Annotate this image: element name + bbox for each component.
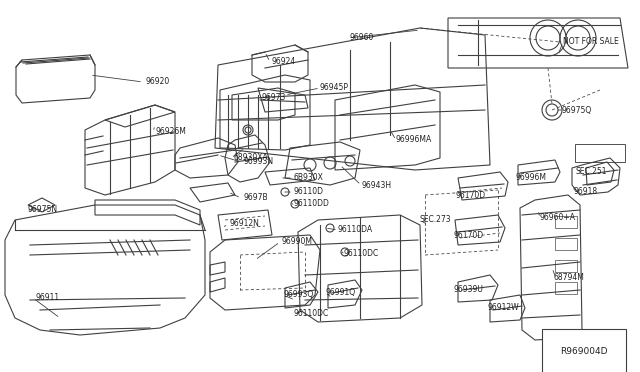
Text: 96993Q: 96993Q: [283, 291, 313, 299]
Text: 96911: 96911: [35, 294, 59, 302]
Text: SEC.251: SEC.251: [575, 167, 607, 176]
Text: 9697B: 9697B: [243, 193, 268, 202]
Text: 96110D: 96110D: [293, 187, 323, 196]
Text: SEC.273: SEC.273: [420, 215, 452, 224]
Text: NOT FOR SALE: NOT FOR SALE: [563, 38, 619, 46]
Text: 96939U: 96939U: [454, 285, 484, 295]
Bar: [555, 238, 577, 250]
Text: 96991Q: 96991Q: [326, 289, 356, 298]
Text: 6B930X: 6B930X: [293, 173, 323, 183]
Text: 68930XA: 68930XA: [233, 154, 268, 163]
Text: 96924: 96924: [271, 58, 295, 67]
Bar: [555, 260, 577, 272]
Text: 96920: 96920: [145, 77, 169, 87]
Bar: [555, 282, 577, 294]
Text: 96960+A: 96960+A: [540, 214, 576, 222]
Text: 96912N: 96912N: [229, 219, 259, 228]
Text: 96926M: 96926M: [155, 128, 186, 137]
Text: 68794M: 68794M: [554, 273, 585, 282]
Text: 96945P: 96945P: [320, 83, 349, 93]
Text: 96973: 96973: [261, 93, 285, 103]
Text: 96912W: 96912W: [488, 304, 520, 312]
Text: 96975Q: 96975Q: [562, 106, 592, 115]
Text: 96110DC: 96110DC: [343, 248, 378, 257]
Bar: [575, 144, 625, 162]
Text: 96996MA: 96996MA: [395, 135, 431, 144]
Text: 96993N: 96993N: [243, 157, 273, 167]
Text: 96943H: 96943H: [361, 180, 391, 189]
Text: 96110DA: 96110DA: [338, 225, 373, 234]
Text: 96918: 96918: [574, 187, 598, 196]
Text: 96170D: 96170D: [456, 190, 486, 199]
Text: R969004D: R969004D: [560, 347, 607, 356]
Text: 96960: 96960: [350, 33, 374, 42]
Text: 96975N: 96975N: [28, 205, 58, 215]
Text: 96110DC: 96110DC: [293, 310, 328, 318]
Text: 96170D: 96170D: [453, 231, 483, 240]
Text: 96996M: 96996M: [516, 173, 547, 183]
Text: 96110DD: 96110DD: [293, 199, 329, 208]
Bar: [555, 216, 577, 228]
Text: 96990M: 96990M: [281, 237, 312, 247]
